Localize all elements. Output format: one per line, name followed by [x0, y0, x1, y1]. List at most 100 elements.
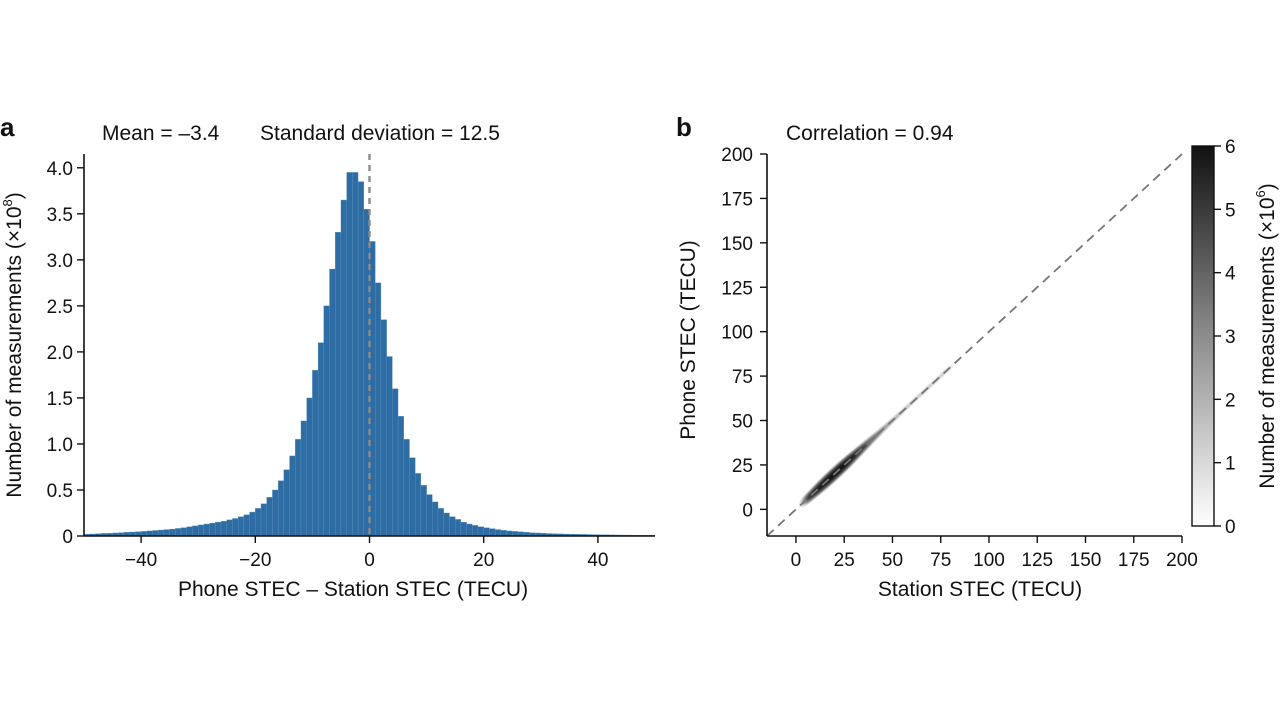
histogram-bar — [375, 282, 382, 537]
scatter-x-tick-label: 25 — [834, 550, 855, 571]
histogram-bar — [277, 480, 285, 537]
x-tick-label: −20 — [239, 550, 271, 571]
y-tick-label: 3.5 — [47, 205, 73, 226]
histogram-bar — [420, 485, 427, 537]
y-tick-label: 1.0 — [47, 435, 73, 456]
histogram-bar — [198, 524, 205, 537]
scatter-x-tick-label: 150 — [1070, 550, 1102, 571]
histogram-bar — [494, 529, 502, 537]
histogram-bar — [477, 526, 484, 537]
histogram-bar — [409, 457, 416, 537]
histogram-y-label-exponent: 8 — [0, 199, 15, 206]
histogram-bar — [392, 388, 399, 537]
histogram-bar — [403, 439, 410, 537]
colorbar-tick-label: 3 — [1225, 327, 1236, 348]
std-annotation: Standard deviation = 12.5 — [260, 122, 500, 145]
x-tick-label: −40 — [125, 550, 157, 571]
scatter-y-tick-label: 150 — [721, 234, 753, 255]
histogram-bar — [386, 356, 393, 537]
histogram-bar — [226, 519, 233, 537]
histogram-y-label-main: Number of measurements (×10 — [3, 207, 26, 498]
histogram-bar — [152, 530, 159, 537]
histogram-bars — [83, 172, 656, 537]
scatter-x-tick-label: 175 — [1118, 550, 1150, 571]
scatter-x-axis: 0 25 50 75 100 125 150 175 200 — [767, 535, 1198, 571]
y-tick-label: 2.0 — [47, 343, 73, 364]
histogram-bar — [289, 455, 296, 537]
histogram-bar — [237, 516, 245, 537]
histogram-bar — [260, 503, 267, 537]
y-tick-label: 4.0 — [47, 159, 73, 180]
histogram-bar — [426, 494, 433, 537]
histogram-bar — [232, 518, 239, 537]
histogram-bar — [460, 522, 467, 537]
correlation-annotation: Correlation = 0.94 — [786, 122, 954, 145]
histogram-bar — [215, 522, 222, 537]
histogram-bar — [483, 527, 490, 537]
histogram-bar — [489, 528, 496, 537]
colorbar-label: Number of measurements (×106) — [1253, 183, 1279, 488]
colorbar-gradient — [1191, 145, 1215, 527]
scatter-y-tick-label: 175 — [721, 189, 753, 210]
x-tick-label: 20 — [473, 550, 494, 571]
histogram-bar — [169, 528, 176, 537]
identity-line — [766, 153, 1183, 537]
scatter-x-tick-label: 200 — [1166, 550, 1198, 571]
scatter-x-tick-label: 0 — [791, 550, 802, 571]
y-tick-label: 0.5 — [47, 481, 73, 502]
colorbar-tick-label: 1 — [1225, 454, 1236, 475]
histogram-y-axis: 0 0.5 1.0 1.5 2.0 2.5 3.0 3.5 4.0 — [47, 154, 85, 548]
histogram-bar — [306, 397, 313, 537]
scatter-y-tick-label: 75 — [732, 367, 753, 388]
histogram-bar — [180, 527, 187, 537]
histogram-bar — [186, 526, 193, 537]
histogram-bar — [220, 521, 227, 537]
histogram-bar — [500, 530, 507, 537]
histogram-bar — [249, 511, 256, 537]
colorbar-tick-label: 6 — [1225, 137, 1236, 158]
histogram-bar — [466, 523, 473, 537]
histogram-x-label: Phone STEC – Station STEC (TECU) — [178, 578, 528, 601]
histogram-y-label-close: ) — [3, 192, 26, 199]
histogram-bar — [192, 525, 199, 537]
y-tick-label: 3.0 — [47, 251, 73, 272]
colorbar-tick-label: 5 — [1225, 200, 1236, 221]
scatter-y-tick-label: 125 — [721, 278, 753, 299]
scatter-y-tick-label: 0 — [742, 500, 753, 521]
histogram-bar — [295, 439, 302, 537]
y-tick-label: 0 — [62, 527, 73, 548]
histogram-bar — [255, 508, 262, 537]
scatter-y-tick-label: 100 — [721, 323, 753, 344]
histogram-bar — [335, 232, 342, 537]
scatter-y-tick-label: 200 — [721, 145, 753, 166]
mean-annotation: Mean = –3.4 — [102, 122, 220, 145]
scatter-x-tick-label: 125 — [1021, 550, 1053, 571]
histogram-bar — [163, 529, 170, 537]
scatter-y-tick-label: 25 — [732, 456, 753, 477]
colorbar-tick-label: 2 — [1225, 390, 1236, 411]
histogram-bar — [432, 501, 439, 537]
histogram-bar — [415, 473, 422, 537]
x-tick-label: 0 — [364, 550, 375, 571]
histogram-bar — [209, 522, 216, 537]
density-cloud — [797, 362, 955, 509]
colorbar-label-close: ) — [1256, 183, 1279, 190]
histogram-bar — [472, 525, 479, 537]
histogram-bar — [272, 489, 279, 537]
histogram-bar — [380, 319, 387, 537]
histogram-bar — [454, 519, 462, 537]
histogram-bar — [203, 523, 210, 537]
histogram-bar — [352, 172, 359, 537]
histogram-bar — [437, 508, 444, 537]
histogram-bar — [329, 268, 336, 537]
histogram-bar — [175, 528, 182, 537]
histogram-bar — [443, 512, 450, 537]
y-tick-label: 2.5 — [47, 297, 73, 318]
histogram-y-label: Number of measurements (×108) — [0, 192, 26, 497]
scatter-y-axis: 0 25 50 75 100 125 150 175 200 — [721, 145, 768, 536]
histogram-bar — [340, 199, 347, 537]
scatter-y-tick-label: 50 — [732, 412, 753, 433]
scatter-x-tick-label: 100 — [973, 550, 1005, 571]
